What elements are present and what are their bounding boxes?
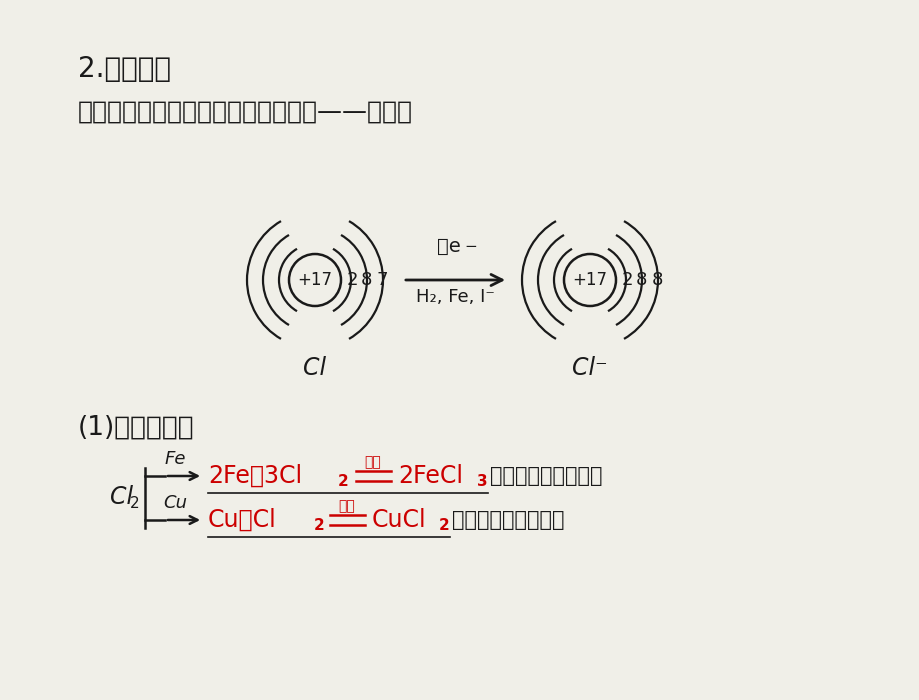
Text: +17: +17	[297, 271, 332, 289]
Text: 2: 2	[130, 496, 140, 510]
Text: −: −	[464, 239, 477, 254]
Text: （产生棕黄色的烟）: （产生棕黄色的烟）	[451, 510, 564, 530]
Text: 2: 2	[438, 519, 449, 533]
Text: 2: 2	[346, 271, 358, 289]
Text: 2.化学性质: 2.化学性质	[78, 55, 171, 83]
Text: 7: 7	[377, 271, 388, 289]
Text: Cl: Cl	[110, 485, 133, 509]
Text: 8: 8	[652, 271, 663, 289]
Text: +17: +17	[572, 271, 607, 289]
Text: Cu: Cu	[163, 494, 187, 512]
Text: 2Fe＋3Cl: 2Fe＋3Cl	[208, 464, 301, 488]
Text: 从氯原子的结构认识氯气的化学性质——氧化性: 从氯原子的结构认识氯气的化学性质——氧化性	[78, 100, 413, 124]
Text: 2: 2	[313, 519, 324, 533]
Text: 8: 8	[360, 271, 372, 289]
Text: 点燃: 点燃	[364, 455, 381, 469]
Text: 得e: 得e	[437, 237, 460, 256]
Text: (1)与金属反应: (1)与金属反应	[78, 415, 195, 441]
Text: 2: 2	[337, 475, 348, 489]
Text: 点燃: 点燃	[338, 499, 355, 513]
Text: H₂, Fe, I⁻: H₂, Fe, I⁻	[415, 288, 494, 306]
Text: （产生红棕色的烟）: （产生红棕色的烟）	[490, 466, 602, 486]
Text: CuCl: CuCl	[371, 508, 426, 532]
Text: Cl: Cl	[303, 356, 326, 380]
Text: Cl⁻: Cl⁻	[572, 356, 607, 380]
Text: 3: 3	[476, 475, 487, 489]
Text: 8: 8	[635, 271, 647, 289]
Text: 2: 2	[621, 271, 633, 289]
Text: Fe: Fe	[165, 450, 186, 468]
Text: Cu＋Cl: Cu＋Cl	[208, 508, 277, 532]
Text: 2FeCl: 2FeCl	[398, 464, 462, 488]
